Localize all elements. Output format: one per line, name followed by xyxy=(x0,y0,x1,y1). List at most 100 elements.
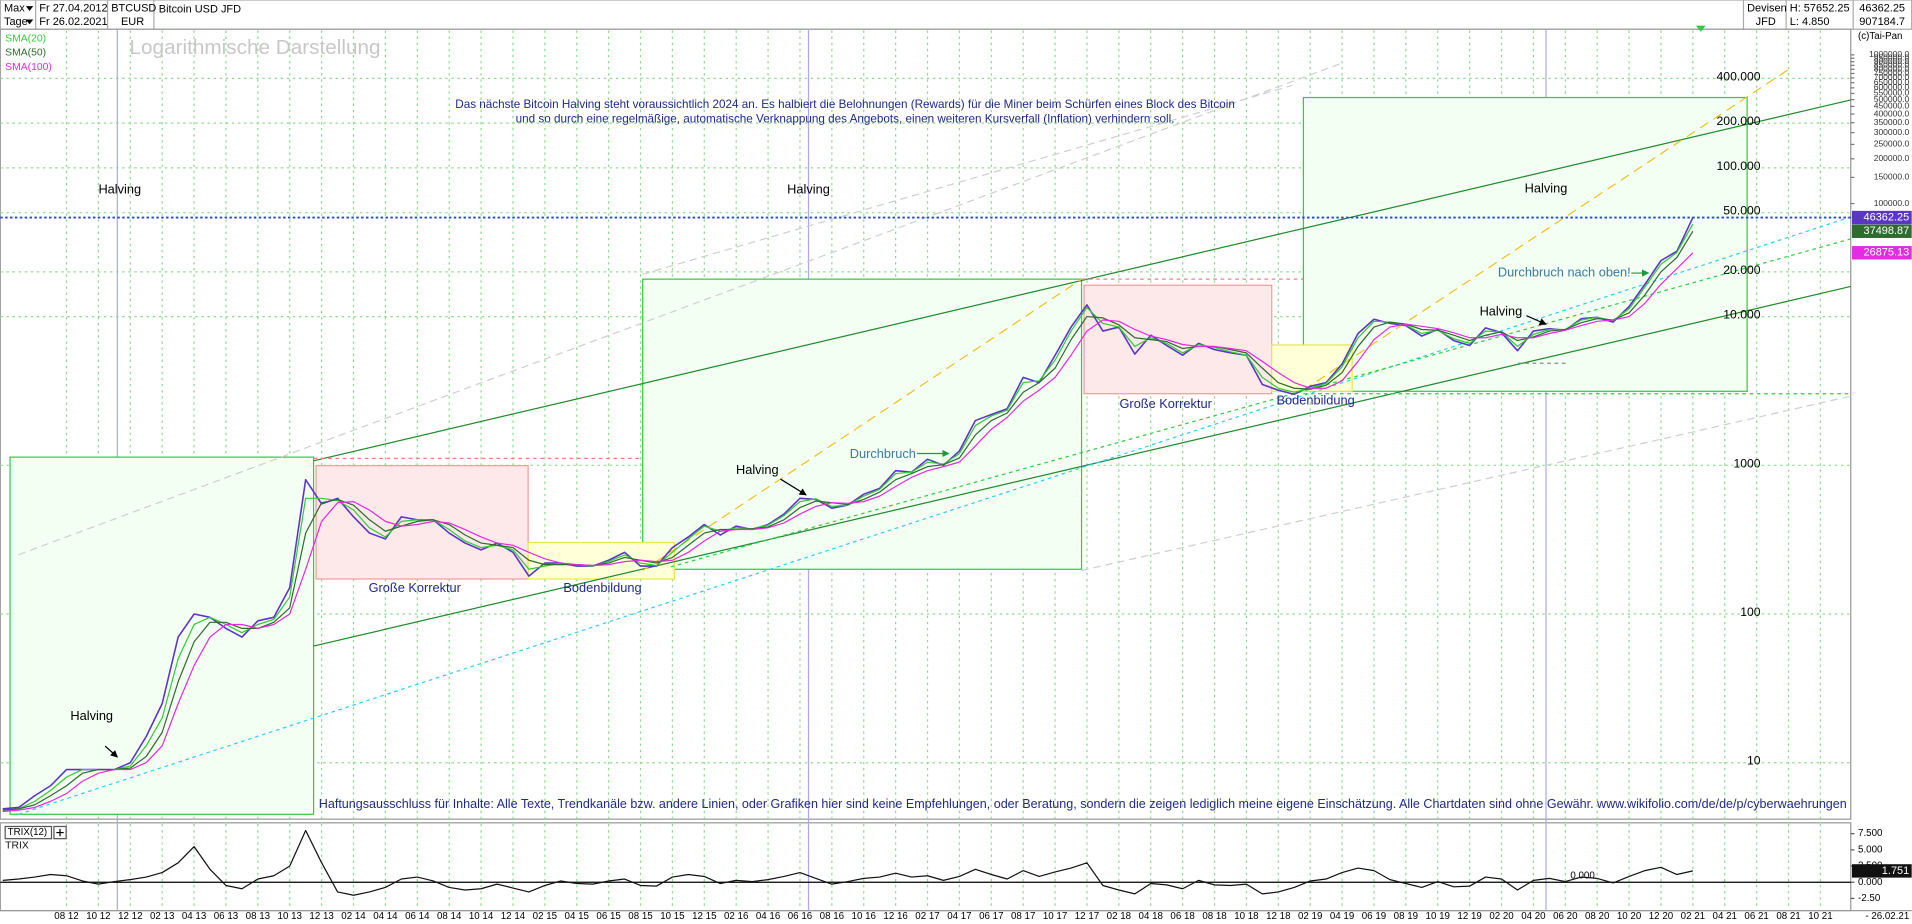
x-tick-label: 08 19 xyxy=(1394,911,1418,922)
series-line xyxy=(2,252,1694,813)
x-tick-label: 06 14 xyxy=(405,911,430,922)
y-tick-label: 1000 xyxy=(1733,456,1760,470)
x-tick-label: 04 17 xyxy=(947,911,971,922)
last-value-label: 26875.13 xyxy=(1864,247,1910,259)
y2-tick-label: 900000.0 xyxy=(1874,56,1910,66)
x-tick-label: 04 19 xyxy=(1330,911,1354,922)
currency: EUR xyxy=(121,16,144,28)
y2-tick-label: 400000.0 xyxy=(1874,108,1910,118)
last-price: 46362.25 xyxy=(1859,2,1905,14)
y2-tick-label: 850000.0 xyxy=(1874,60,1910,70)
y-tick-label: 400.000 xyxy=(1717,69,1761,83)
annotation: Halving xyxy=(70,708,113,723)
y-tick-label: 0.000 xyxy=(1858,877,1883,888)
x-tick-label: 08 14 xyxy=(437,911,462,922)
last-value-label: 37498.87 xyxy=(1864,225,1910,237)
add-indicator[interactable] xyxy=(53,825,67,840)
y-tick-label: 7.500 xyxy=(1858,828,1883,839)
range-select[interactable]: Max xyxy=(4,2,25,14)
x-tick-label: 06 17 xyxy=(979,911,1003,922)
x-tick-label: 12 19 xyxy=(1457,911,1481,922)
x-tick-label: 02 19 xyxy=(1298,911,1322,922)
x-tick-label: 02 16 xyxy=(724,911,748,922)
legend-entry: SMA(20) xyxy=(5,34,46,45)
cycle-box xyxy=(9,456,315,815)
last-value-box xyxy=(1851,246,1912,260)
trend-line xyxy=(1081,395,1851,572)
y2-tick-label: 100000.0 xyxy=(1874,198,1910,208)
x-end-label: - 26.02.21 xyxy=(1865,911,1909,922)
y-tick-label: 100.000 xyxy=(1717,159,1761,173)
header-frame xyxy=(0,0,1912,30)
market: Devisen xyxy=(1747,2,1787,14)
annotation: Halving xyxy=(98,182,141,197)
x-tick-label: 02 14 xyxy=(341,911,366,922)
x-tick-label: 06 18 xyxy=(1170,911,1194,922)
x-tick-label: 08 21 xyxy=(1776,911,1800,922)
trend-line xyxy=(1303,66,1793,391)
x-tick-label: 10 15 xyxy=(660,911,685,922)
plot: 08 12 10 12 12 12 02 13 04 13 06 13 08 13 10 13… xyxy=(0,34,1912,922)
annotation: Durchbruch xyxy=(850,446,916,461)
x-tick-label: 10 14 xyxy=(469,911,494,922)
trend-line xyxy=(642,278,1082,571)
x-tick-label: 04 20 xyxy=(1521,911,1546,922)
y2-tick-label: 300000.0 xyxy=(1874,127,1910,137)
x-tick-label: 04 21 xyxy=(1713,911,1737,922)
cycle-box xyxy=(642,278,1083,570)
y2-tick-label: 650000.0 xyxy=(1874,77,1910,87)
start-date: Fr 27.04.2012 xyxy=(39,2,107,14)
legend-entry: SMA(50) xyxy=(5,48,46,59)
volume: 907184.7 xyxy=(1859,16,1905,28)
x-tick-label: 02 17 xyxy=(915,911,939,922)
annotation: Bodenbildung xyxy=(563,580,641,595)
annotation: Halving xyxy=(787,182,830,197)
annotation: Halving xyxy=(1480,303,1523,318)
annotations: Logarithmische Darstellung Das nächste B… xyxy=(4,25,1909,922)
trix-panel xyxy=(0,822,1852,912)
annotation: Das nächste Bitcoin Halving steht voraus… xyxy=(455,98,1235,111)
x-tick-label: 12 14 xyxy=(501,911,526,922)
overlays xyxy=(9,29,1851,911)
x-tick-label: 08 20 xyxy=(1585,911,1610,922)
x-tick-label: 10 17 xyxy=(1043,911,1067,922)
x-tick-label: 02 15 xyxy=(533,911,558,922)
x-tick-label: 04 15 xyxy=(565,911,590,922)
legend-entry: SMA(100) xyxy=(5,62,52,73)
annotation: Große Korrektur xyxy=(369,580,462,595)
symbol: BTCUSD xyxy=(111,2,156,14)
last-value-label: 46362.25 xyxy=(1864,211,1910,223)
zero-line-label: 0.000 xyxy=(1570,871,1595,882)
trend-line xyxy=(313,285,1851,647)
y-tick-label: -2.50 xyxy=(1858,893,1881,904)
y2-tick-label: 700000.0 xyxy=(1874,72,1910,82)
last-value-label: 1.751 xyxy=(1882,865,1909,877)
x-tick-label: 08 17 xyxy=(1011,911,1035,922)
y-tick-label: 5.000 xyxy=(1858,844,1883,855)
high: H: 57652.25 xyxy=(1790,2,1850,14)
x-tick-label: 10 19 xyxy=(1426,911,1450,922)
x-tick-label: 08 12 xyxy=(54,911,78,922)
x-tick-label: 04 14 xyxy=(373,911,398,922)
copyright: (c)Tai-Pan xyxy=(1858,31,1902,42)
x-tick-label: 12 13 xyxy=(309,911,333,922)
x-tick-label: 06 15 xyxy=(596,911,621,922)
x-tick-label: 08 16 xyxy=(820,911,844,922)
header: Max Tage Fr 27.04.2012 Fr 26.02.2021 BTC… xyxy=(0,0,1912,30)
x-tick-label: 12 16 xyxy=(883,911,907,922)
annotation: und so durch eine regelmäßige, automatis… xyxy=(516,113,1175,126)
x-tick-label: 12 15 xyxy=(692,911,717,922)
y2-tick-label: 800000.0 xyxy=(1874,64,1910,74)
instrument-name: Bitcoin USD JFD xyxy=(159,4,241,16)
trend-line xyxy=(313,99,1851,462)
subtitle: Logarithmische Darstellung xyxy=(130,36,381,59)
x-tick-label: 08 15 xyxy=(628,911,653,922)
end-date: Fr 26.02.2021 xyxy=(39,16,107,28)
x-tick-label: 02 18 xyxy=(1107,911,1131,922)
y2-tick-label: 350000.0 xyxy=(1874,117,1910,127)
y2-tick-label: 450000.0 xyxy=(1874,101,1910,111)
interval-select[interactable]: Tage xyxy=(4,16,28,28)
x-tick-label: 06 20 xyxy=(1553,911,1578,922)
x-tick-label: 06 19 xyxy=(1362,911,1386,922)
